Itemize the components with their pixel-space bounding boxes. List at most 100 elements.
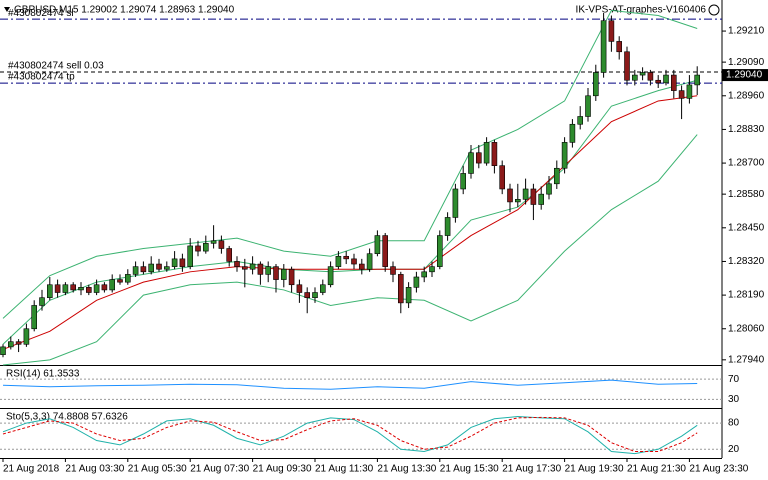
time-label: 21 Aug 09:30	[253, 464, 312, 475]
indicator-line	[2, 416, 698, 455]
candle-body	[366, 253, 373, 270]
candle-body	[499, 165, 506, 190]
time-label: 21 Aug 15:30	[440, 464, 499, 475]
candle-body	[639, 72, 646, 76]
candle-body	[156, 263, 162, 270]
price-tick-label: 1.29090	[728, 57, 765, 68]
candle-body	[585, 95, 591, 117]
candle-body	[249, 263, 256, 270]
candle-body	[62, 284, 69, 293]
candle-body	[397, 274, 404, 304]
candle-body	[655, 79, 662, 84]
candle-body	[530, 188, 537, 205]
candle-body	[608, 20, 615, 42]
candle-body	[390, 266, 396, 275]
candle-body	[23, 328, 30, 345]
indicator-line	[2, 134, 698, 366]
indicator-line	[2, 95, 698, 350]
time-label: 21 Aug 21:30	[627, 464, 686, 475]
candle-body	[382, 235, 389, 267]
candle-body	[358, 263, 365, 270]
candle-body	[631, 74, 638, 81]
time-label: 21 Aug 13:30	[377, 464, 436, 475]
indicator-line	[2, 379, 698, 390]
candle-body	[538, 193, 545, 205]
candle-body	[694, 74, 701, 86]
candle-body	[577, 116, 584, 125]
candle-body	[109, 279, 115, 291]
candle-body	[468, 152, 474, 174]
candle-body	[218, 240, 225, 249]
price-tick-label: 1.27940	[728, 354, 765, 365]
time-label: 21 Aug 23:30	[689, 464, 748, 475]
candle-body	[257, 263, 264, 275]
price-tick-label: 1.28320	[728, 256, 765, 267]
candle-body	[101, 284, 108, 291]
time-label: 21 Aug 07:30	[190, 464, 249, 475]
order-label: #430802474 tp	[8, 72, 75, 83]
candle-body	[624, 51, 630, 81]
candle-body	[374, 235, 381, 254]
candle-body	[507, 188, 513, 203]
candle-body	[273, 266, 279, 280]
level-label: 20	[728, 444, 740, 455]
candle-body	[187, 245, 193, 267]
indicator-line	[2, 9, 698, 319]
candle-body	[140, 266, 147, 273]
price-tick-label: 1.28450	[728, 222, 765, 233]
candle-body	[569, 123, 576, 143]
symbol-line: GBPUSD,M15 1.29002 1.29074 1.28963 1.290…	[14, 5, 235, 16]
candle-body	[327, 266, 334, 286]
order-label: #430802474 sl	[8, 8, 74, 19]
candle-body	[312, 292, 318, 298]
candle-body	[452, 188, 459, 218]
candle-body	[444, 217, 451, 236]
time-label: 21 Aug 17:30	[502, 464, 561, 475]
last-price-box	[722, 69, 768, 82]
time-label: 21 Aug 05:30	[128, 464, 187, 475]
candle-body	[475, 152, 482, 164]
time-label: 21 Aug 03:30	[65, 464, 124, 475]
candle-body	[54, 284, 61, 293]
candle-body	[210, 240, 217, 244]
price-tick-label: 1.29210	[728, 26, 765, 37]
candle-body	[319, 284, 326, 293]
candle-body	[405, 287, 412, 304]
candle-body	[436, 235, 443, 267]
candle-body	[351, 258, 357, 265]
candle-body	[592, 72, 599, 97]
price-tick-label: 1.28960	[728, 90, 765, 101]
candle-body	[93, 284, 100, 293]
time-label: 21 Aug 19:30	[565, 464, 624, 475]
candle-body	[553, 167, 560, 185]
candle-body	[78, 287, 84, 291]
candle-body	[8, 341, 14, 348]
candle-body	[647, 72, 654, 81]
candle-body	[686, 84, 693, 99]
candle-body	[663, 74, 669, 84]
candle-body	[670, 74, 677, 91]
expert-icon	[708, 4, 720, 16]
price-tick-label: 1.28700	[728, 158, 765, 169]
candle-body	[171, 258, 178, 267]
candle-body	[0, 346, 6, 355]
level-label: 80	[728, 418, 740, 429]
candle-body	[561, 142, 568, 169]
candle-body	[226, 248, 232, 262]
candle-body	[522, 188, 529, 200]
time-label: 21 Aug 2018	[3, 464, 60, 475]
price-tick-label: 1.28190	[728, 290, 765, 301]
candle-body	[343, 255, 350, 260]
candle-body	[86, 287, 92, 293]
symbol-icon	[4, 7, 10, 12]
indicator-line	[2, 416, 698, 452]
candle-body	[421, 271, 428, 278]
expert-name: IK-VPS-AT-graphes-V160406	[576, 5, 707, 16]
candle-body	[514, 199, 521, 203]
price-tick-label: 1.28580	[728, 189, 765, 200]
candle-body	[304, 292, 311, 298]
candle-body	[39, 297, 45, 306]
candle-body	[179, 258, 186, 267]
candle-body	[335, 255, 342, 267]
